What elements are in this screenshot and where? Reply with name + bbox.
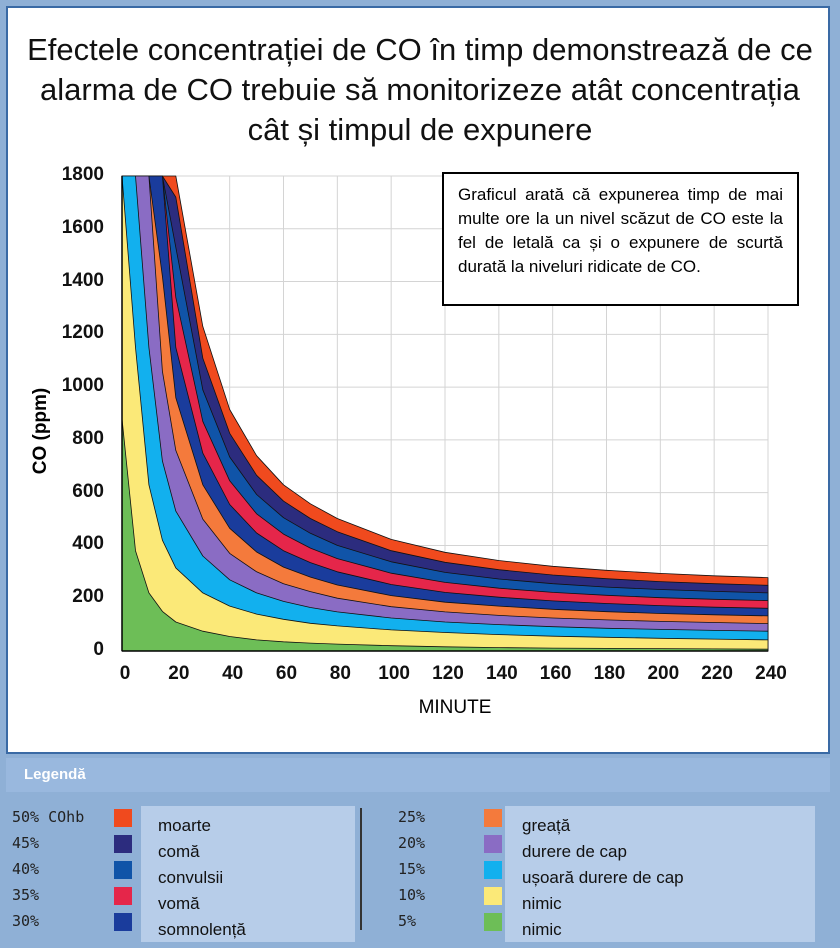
legend-percent: 25% — [398, 808, 426, 826]
legend-percent: 40% — [12, 860, 40, 878]
x-tick-label: 60 — [275, 663, 298, 684]
legend-swatch — [114, 835, 132, 853]
legend-swatch — [114, 809, 132, 827]
legend-label: greață — [522, 816, 571, 835]
y-tick-label: 400 — [72, 533, 104, 555]
y-tick-label: 1200 — [61, 322, 104, 344]
chart-areas — [121, 175, 769, 652]
legend-divider — [360, 808, 362, 930]
legend-percent: 45% — [12, 834, 40, 852]
legend-percent: 10% — [398, 886, 426, 904]
legend-swatch — [114, 861, 132, 879]
y-tick-label: 1400 — [61, 269, 104, 291]
x-tick-label: 20 — [168, 663, 190, 684]
x-tick-label: 200 — [647, 663, 680, 684]
y-tick-label: 1000 — [61, 375, 104, 397]
y-tick-label: 800 — [72, 427, 104, 449]
band-2 — [121, 175, 769, 652]
x-tick-label: 120 — [432, 663, 464, 684]
legend-swatch — [484, 809, 502, 827]
legend-percent: 15% — [398, 860, 426, 878]
legend-label: durere de cap — [522, 842, 627, 861]
x-tick-label: 0 — [119, 663, 131, 684]
legend-swatch — [484, 861, 502, 879]
legend-label: somnolență — [158, 920, 246, 939]
legend-label: ușoară durere de cap — [522, 868, 684, 887]
legend-label: convulsii — [158, 868, 224, 887]
x-tick-label: 160 — [539, 663, 572, 684]
x-tick-label: 140 — [485, 663, 518, 684]
x-tick-label: 40 — [222, 663, 244, 684]
legend-percent: 5% — [398, 912, 417, 930]
y-tick-label: 0 — [93, 639, 104, 660]
legend-percent: 20% — [398, 834, 426, 852]
band-1 — [121, 418, 769, 652]
x-tick-label: 80 — [329, 663, 351, 684]
legend-header: Legendă — [6, 758, 830, 792]
x-tick-label: 240 — [755, 663, 787, 684]
legend-label: vomă — [158, 894, 200, 913]
x-tick-label: 220 — [701, 663, 733, 684]
legend-label-box — [141, 806, 355, 942]
y-tick-label: 1800 — [61, 164, 104, 185]
legend-label: nimic — [522, 894, 562, 913]
x-tick-label: 180 — [593, 663, 626, 684]
y-tick-label: 200 — [72, 586, 104, 608]
y-tick-label: 600 — [72, 480, 104, 502]
x-tick-label: 100 — [378, 663, 410, 684]
legend-label: moarte — [158, 816, 211, 835]
legend-label-box — [505, 806, 815, 942]
legend-swatch — [484, 835, 502, 853]
legend-swatch — [114, 913, 132, 931]
legend-label: comă — [158, 842, 200, 861]
legend-title: Legendă — [24, 766, 86, 783]
legend-swatch — [484, 913, 502, 931]
legend-percent: 30% — [12, 912, 40, 930]
chart-title: Efectele concentrației de CO în timp dem… — [27, 32, 813, 147]
legend-label: nimic — [522, 920, 562, 939]
x-axis-label: MINUTE — [418, 697, 492, 718]
chart-axes — [121, 176, 768, 652]
legend-percent: 35% — [12, 886, 40, 904]
legend-percent: 50% COhb — [12, 808, 85, 826]
chart-note: Graficul arată că expunerea timp de mai … — [442, 172, 799, 306]
legend-swatch — [114, 887, 132, 905]
legend-swatch — [484, 887, 502, 905]
y-tick-label: 1600 — [61, 216, 104, 238]
co-exposure-chart — [121, 175, 769, 652]
